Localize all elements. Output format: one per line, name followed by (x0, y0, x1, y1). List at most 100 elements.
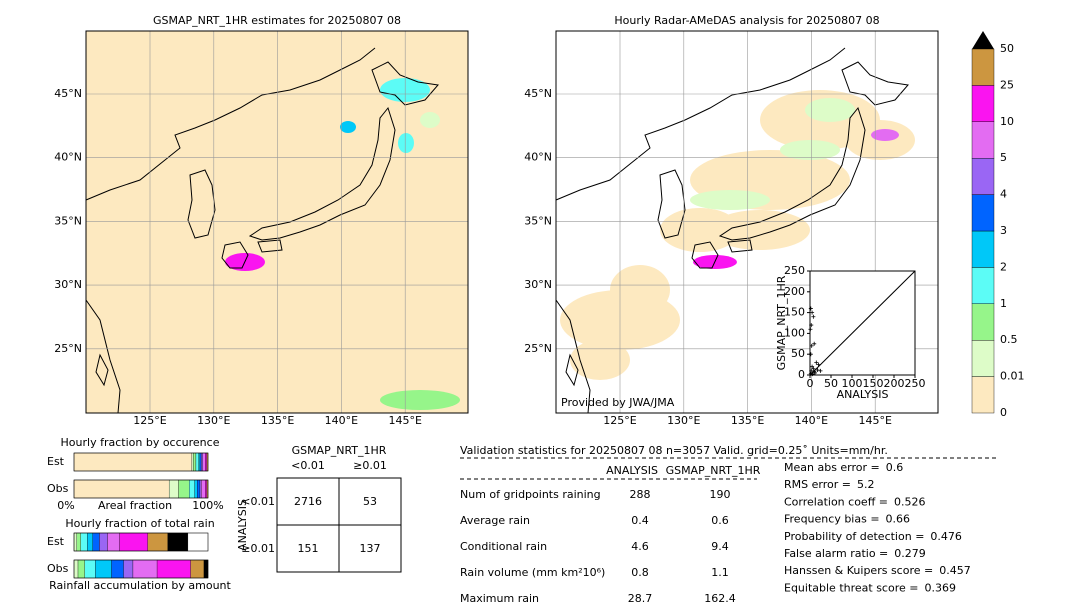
stat-value: 0.6 (711, 514, 729, 527)
score: Equitable threat score = 0.369 (784, 581, 956, 594)
point (812, 341, 817, 346)
point (810, 364, 815, 369)
colorbar-segment (971, 267, 995, 304)
fraction-segment (193, 452, 197, 472)
score-name: Frequency bias = (784, 513, 880, 526)
coastline (95, 353, 109, 387)
coastline (85, 299, 121, 414)
score-name: False alarm ratio = (784, 547, 888, 560)
score-value: 5.2 (857, 478, 875, 491)
coastline (248, 106, 396, 241)
rain-area (780, 140, 840, 160)
point (814, 360, 819, 365)
fraction-segment (156, 559, 191, 579)
fraction-segment (87, 532, 93, 552)
fraction-segment (198, 452, 201, 472)
row-label: <0.01 (241, 495, 275, 508)
colorbar-segment (971, 121, 995, 159)
y-axis-label: GSMAP_NRT_1HR (775, 275, 788, 370)
point (818, 368, 823, 373)
stat-value: 0.4 (631, 514, 649, 527)
fraction-segment (199, 479, 202, 499)
lat-label: 40°N (54, 151, 82, 164)
coastline (691, 241, 719, 269)
fraction-segment (178, 479, 190, 499)
score-value: 0.457 (939, 564, 971, 577)
score-name: Correlation coeff = (784, 495, 888, 508)
fraction-segment (201, 479, 206, 499)
coastline (727, 239, 753, 253)
axis-label: 100% (192, 499, 223, 512)
colorbar-label: 50 (1000, 42, 1014, 55)
lat-label: 45°N (54, 87, 82, 100)
coastline (85, 47, 376, 201)
stat-name: Average rain (460, 514, 530, 527)
point (811, 366, 816, 371)
score: Hanssen & Kuipers score = 0.457 (784, 564, 971, 577)
map: GSMAP_NRT_1HR estimates for 20250807 08 4… (54, 14, 469, 427)
stat-value: 1.1 (711, 566, 729, 579)
fraction-segment (202, 452, 206, 472)
rain-area (420, 112, 440, 128)
fraction-segment (99, 532, 108, 552)
coastline (555, 299, 591, 414)
bar-frame (73, 559, 209, 579)
coastline (657, 169, 686, 239)
point (816, 362, 821, 367)
lon-label: 145°E (388, 414, 421, 427)
lon-label: 145°E (858, 414, 891, 427)
cell (276, 524, 340, 573)
stat-name: Rain volume (mm km²10⁶) (460, 566, 605, 579)
row-label: Est (47, 535, 65, 548)
point (809, 323, 814, 328)
score: Probability of detection = 0.476 (784, 530, 962, 543)
coastline (718, 106, 866, 241)
point (808, 306, 813, 311)
map-frame (555, 30, 939, 414)
colorbar-label: 10 (1000, 115, 1014, 128)
point (808, 352, 813, 357)
cell-value: 137 (360, 542, 381, 555)
colorbar-label: 0.01 (1000, 370, 1025, 383)
row-label: Est (47, 455, 65, 468)
score-name: Probability of detection = (784, 530, 924, 543)
point (810, 372, 815, 377)
colorbar-label: 0.5 (1000, 333, 1018, 346)
fraction-segment (73, 479, 170, 499)
coastline (371, 61, 439, 106)
bar-frame (73, 479, 209, 499)
lon-label: 130°E (197, 414, 230, 427)
coastline (187, 169, 216, 239)
fraction-segment (205, 479, 207, 499)
score: False alarm ratio = 0.279 (784, 547, 926, 560)
coastline (257, 239, 283, 253)
rain-area (805, 98, 855, 122)
score-value: 0.526 (894, 495, 926, 508)
fraction-segment (194, 479, 198, 499)
lon-label: 140°E (795, 414, 828, 427)
colorbar-segment (971, 157, 995, 195)
score-name: RMS error = (784, 478, 851, 491)
score: Mean abs error = 0.6 (784, 461, 903, 474)
fraction-segment (107, 532, 120, 552)
cell (338, 524, 402, 573)
stat-value: 9.4 (711, 540, 729, 553)
fraction-segment (197, 479, 201, 499)
lat-label: 45°N (524, 87, 552, 100)
col-label: ANALYSIS (606, 464, 658, 477)
fraction-segment (73, 532, 77, 552)
col-label: ≥0.01 (353, 459, 387, 472)
fraction-segment (189, 479, 195, 499)
rain-area (690, 190, 770, 210)
rain-area (710, 210, 810, 250)
coastline (221, 241, 249, 269)
stat-name: Maximum rain (460, 592, 539, 605)
y-tick-label: 50 (791, 347, 805, 360)
col-label: GSMAP_NRT_1HR (666, 464, 761, 477)
fraction-segment (84, 559, 96, 579)
table-title: GSMAP_NRT_1HR (292, 444, 387, 457)
row-label: Obs (47, 562, 69, 575)
fraction-segment (132, 559, 158, 579)
fraction-segment (95, 559, 112, 579)
score-value: 0.369 (924, 581, 956, 594)
